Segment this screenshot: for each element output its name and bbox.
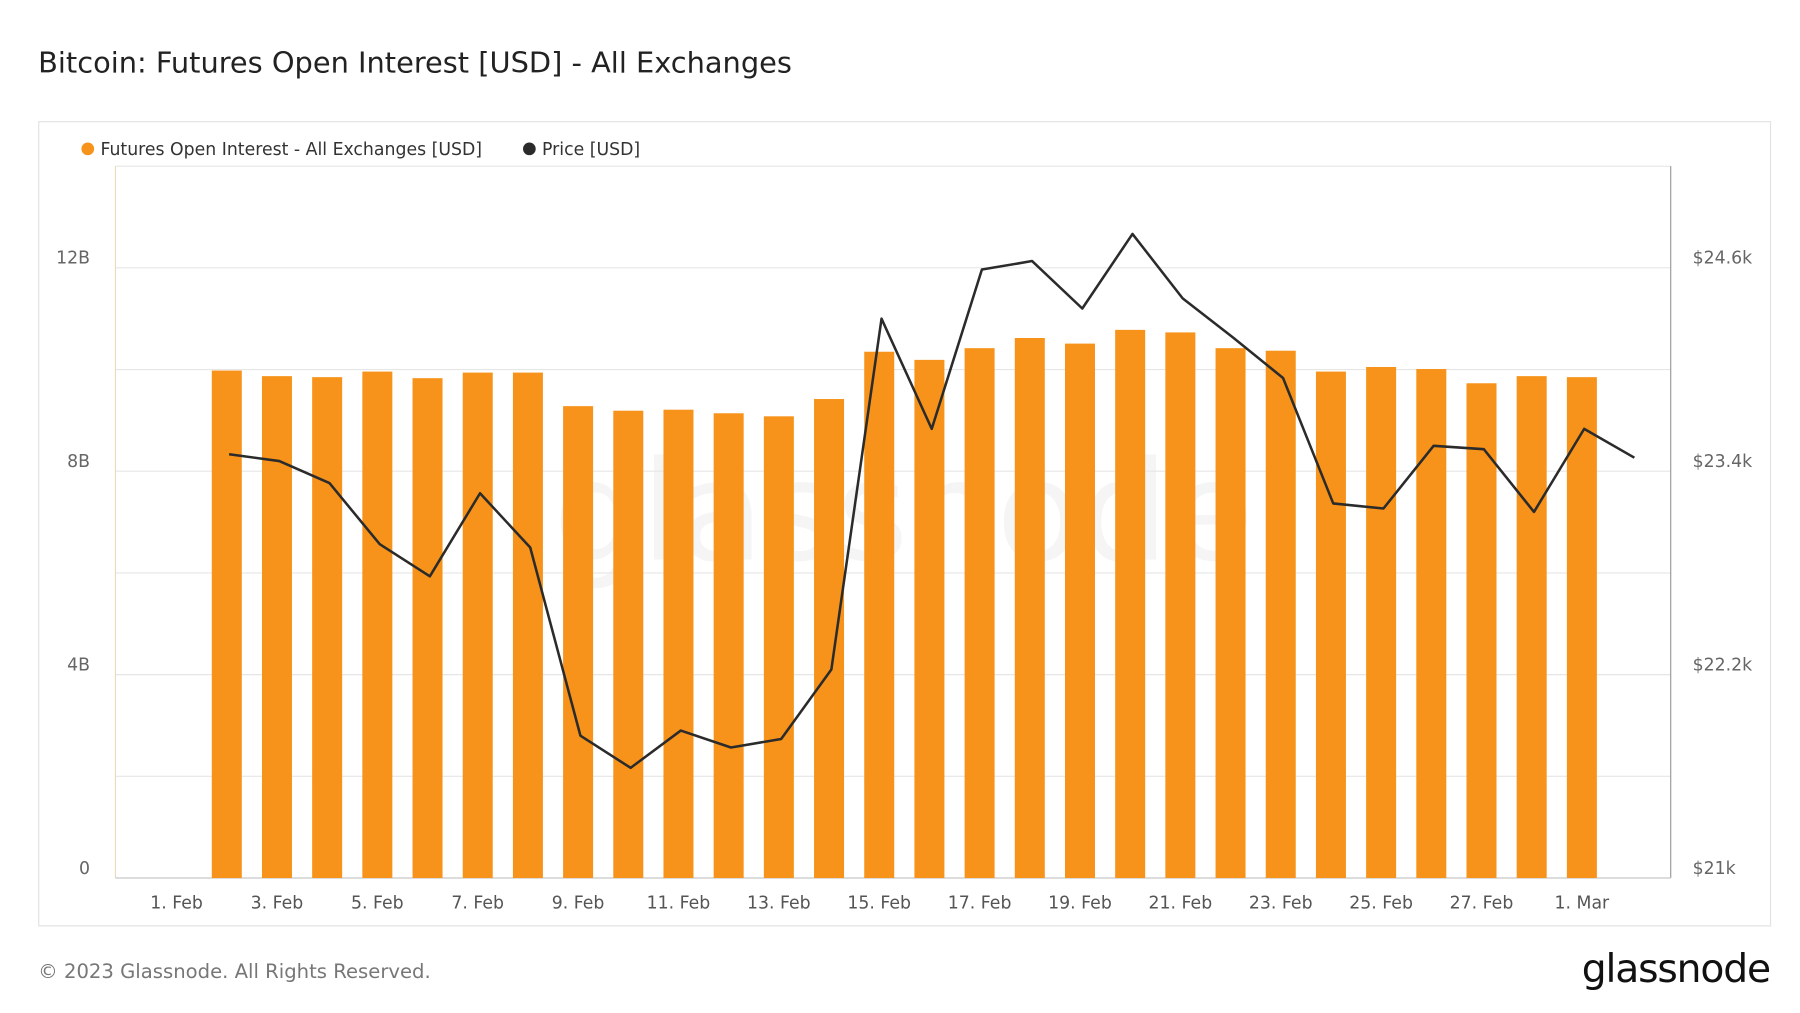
bar — [312, 377, 343, 879]
x-tick-label: 9. Feb — [552, 893, 605, 913]
x-tick-label: 19. Feb — [1048, 893, 1112, 913]
y-tick-label: 4B — [67, 655, 90, 675]
bar — [1115, 329, 1146, 879]
y-tick-label: 8B — [67, 452, 90, 472]
x-tick-label: 5. Feb — [351, 893, 404, 913]
y2-tick-label: $24.6k — [1693, 249, 1753, 269]
bar — [914, 359, 945, 879]
y2-tick-label: $21k — [1693, 859, 1736, 879]
y-tick-label: 12B — [56, 249, 90, 269]
x-tick-label: 17. Feb — [948, 893, 1012, 913]
watermark: glassnode — [553, 431, 1254, 593]
x-tick-label: 25. Feb — [1349, 893, 1413, 913]
bar — [1014, 338, 1045, 879]
x-tick-label: 1. Feb — [150, 893, 203, 913]
bar — [1215, 348, 1246, 879]
chart-frame — [38, 121, 1772, 927]
x-tick-label: 27. Feb — [1450, 893, 1514, 913]
bar — [964, 348, 995, 879]
bar — [713, 413, 744, 879]
x-tick-label: 23. Feb — [1249, 893, 1313, 913]
bar — [462, 372, 493, 879]
x-tick-label: 11. Feb — [647, 893, 711, 913]
bar — [563, 406, 594, 879]
x-tick-label: 21. Feb — [1149, 893, 1213, 913]
x-tick-label: 3. Feb — [251, 893, 304, 913]
bar — [412, 378, 443, 879]
bar — [512, 372, 543, 879]
bar — [362, 371, 393, 879]
legend-marker — [523, 142, 536, 156]
footer: © 2023 Glassnode. All Rights Reserved. — [38, 960, 431, 983]
price-line — [228, 232, 1635, 770]
bar — [1064, 343, 1095, 879]
logo: glassnode — [1582, 947, 1770, 992]
bar — [1265, 350, 1296, 879]
y-tick-label: 0 — [79, 859, 90, 879]
x-tick-label: 1. Mar — [1555, 893, 1611, 913]
bar — [1366, 366, 1397, 879]
bar — [211, 370, 242, 879]
legend-label: Futures Open Interest - All Exchanges [U… — [100, 140, 482, 160]
bar — [864, 351, 895, 879]
bar — [261, 376, 292, 879]
bar — [613, 410, 644, 879]
bar — [1416, 369, 1447, 879]
bar — [814, 399, 845, 879]
bar — [1315, 371, 1346, 879]
legend-label: Price [USD] — [542, 140, 640, 160]
x-tick-label: 15. Feb — [847, 893, 911, 913]
bar — [663, 409, 694, 879]
y2-tick-label: $23.4k — [1693, 452, 1753, 472]
bar — [1566, 377, 1597, 879]
x-tick-label: 13. Feb — [747, 893, 811, 913]
bar — [1516, 376, 1547, 879]
x-tick-label: 7. Feb — [451, 893, 504, 913]
bar — [1165, 332, 1196, 879]
legend-marker — [81, 142, 95, 156]
y2-tick-label: $22.2k — [1693, 655, 1753, 675]
bar — [1466, 383, 1497, 879]
chart-title: Bitcoin: Futures Open Interest [USD] - A… — [38, 46, 792, 80]
bar — [763, 416, 794, 879]
